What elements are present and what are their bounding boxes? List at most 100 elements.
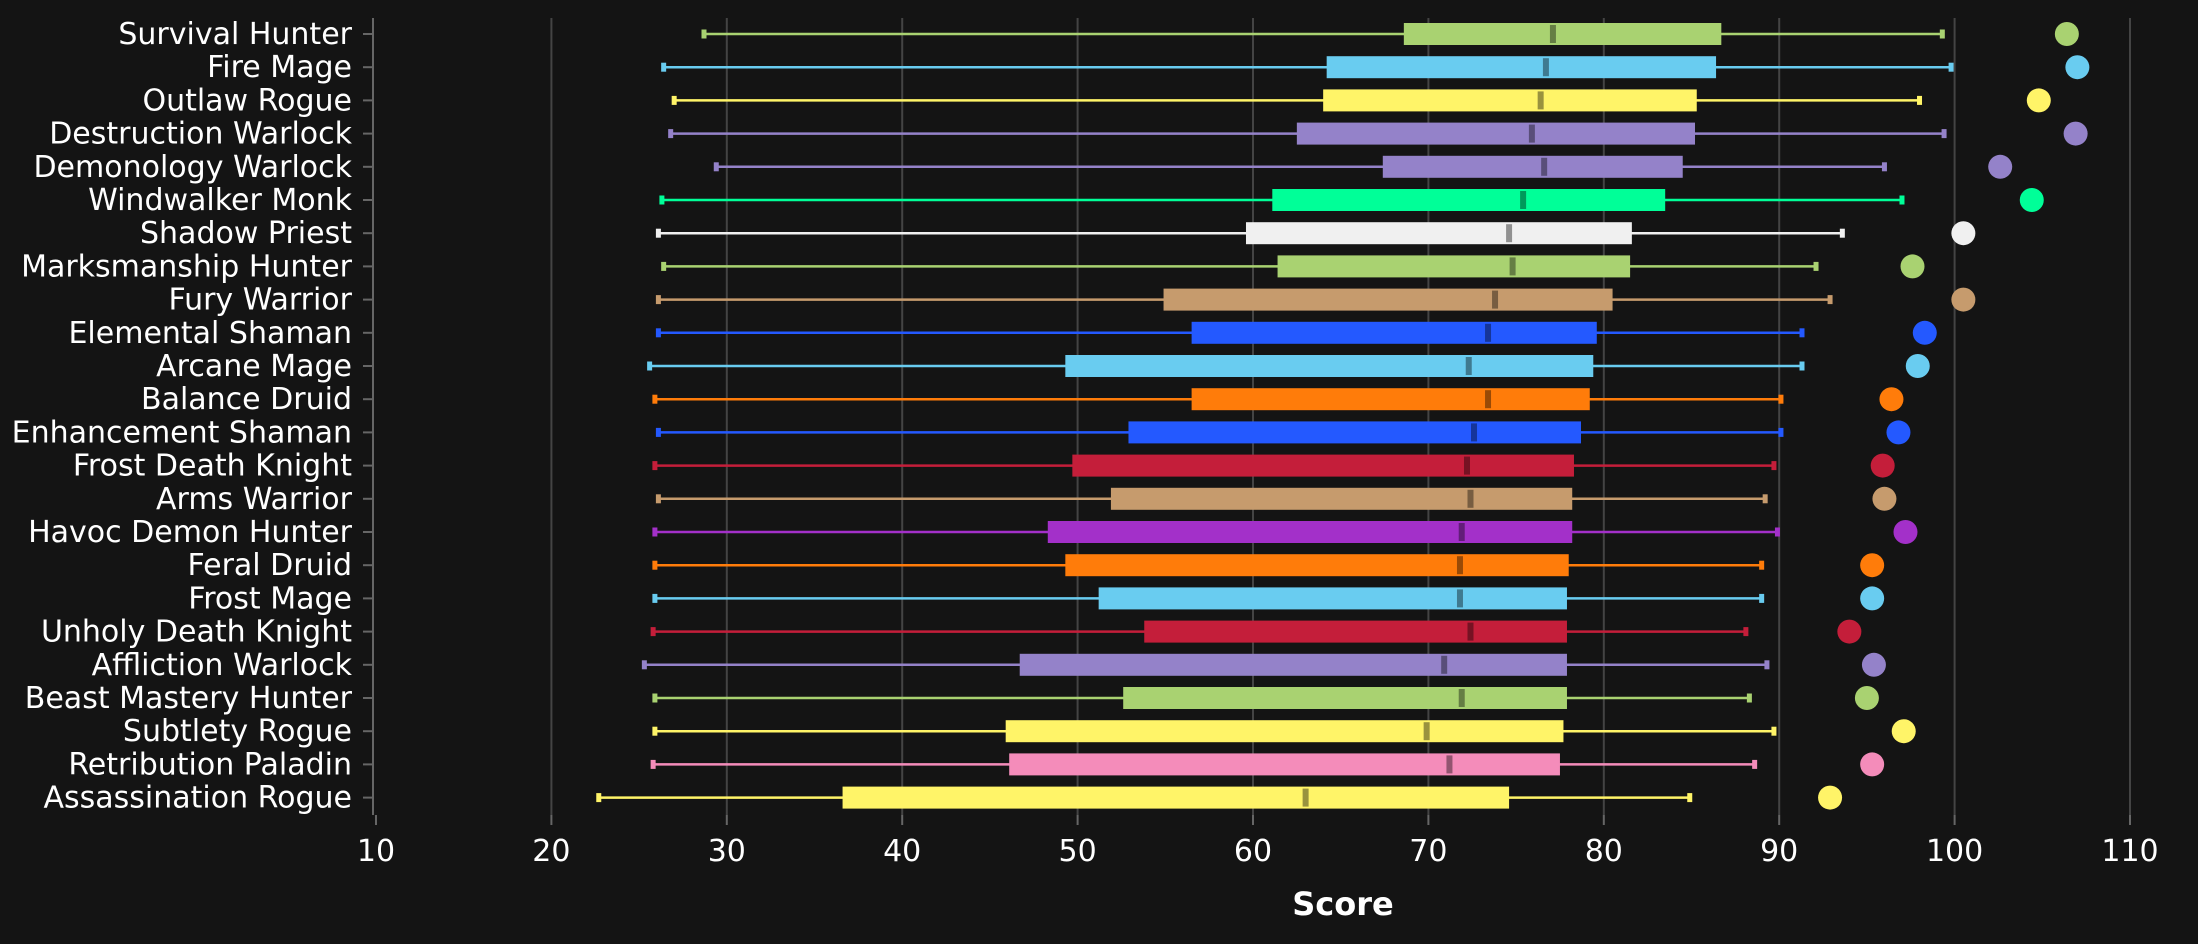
whisker-cap-low	[701, 29, 707, 39]
whisker-cap-high	[1948, 62, 1954, 72]
max-point	[1912, 320, 1937, 345]
category-label: Frost Mage	[188, 581, 352, 616]
category-label: Affliction Warlock	[92, 648, 353, 683]
whisker-cap-low	[652, 726, 658, 736]
box-row	[655, 221, 1976, 246]
median-marker	[1458, 523, 1465, 541]
whisker-cap-low	[652, 394, 658, 404]
x-tick-label: 10	[357, 834, 395, 869]
box-row	[655, 320, 1937, 345]
whisker-cap-low	[661, 261, 667, 271]
whisker-cap-low	[652, 527, 658, 537]
box	[1047, 521, 1573, 543]
median-marker	[1302, 788, 1309, 807]
whisker-cap-high	[1687, 793, 1693, 803]
max-point	[1886, 420, 1911, 445]
max-point	[2026, 88, 2051, 113]
category-label: Balance Druid	[141, 382, 352, 417]
category-label: Shadow Priest	[140, 216, 352, 251]
box-row	[661, 55, 2090, 80]
x-tick-label: 20	[532, 834, 570, 869]
x-tick-label: 110	[2101, 834, 2158, 869]
box-row	[701, 22, 2079, 46]
whisker-cap-low	[655, 228, 661, 238]
box	[1191, 321, 1597, 344]
max-point	[1879, 387, 1904, 412]
box	[1382, 155, 1683, 178]
category-label: Arms Warrior	[156, 482, 353, 517]
max-point	[1900, 254, 1925, 279]
box	[1005, 720, 1564, 743]
box-row	[655, 287, 1976, 312]
box	[1326, 56, 1717, 79]
box-row	[652, 686, 1879, 710]
whisker-cap-low	[596, 793, 602, 803]
box	[1296, 122, 1696, 145]
category-label: Demonology Warlock	[33, 150, 352, 185]
vertical-grid-lines	[550, 18, 2131, 815]
box-row	[668, 121, 2088, 146]
x-tick-label: 50	[1059, 834, 1097, 869]
category-label: Subtlety Rogue	[123, 714, 352, 749]
box-row	[641, 652, 1886, 677]
max-point	[1951, 287, 1976, 312]
box	[1245, 222, 1632, 245]
category-label: Assassination Rogue	[43, 781, 352, 816]
whisker-cap-low	[671, 95, 677, 105]
box	[1009, 753, 1560, 776]
whisker-cap-high	[1743, 627, 1749, 637]
whisker-cap-low	[655, 427, 661, 437]
box	[1163, 288, 1613, 311]
median-marker	[1542, 58, 1549, 77]
category-label: Havoc Demon Hunter	[28, 515, 353, 550]
max-point	[1870, 453, 1895, 478]
box	[1144, 620, 1567, 643]
box-row	[596, 785, 1843, 810]
box-row	[661, 254, 1925, 279]
whisker-cap-low	[655, 295, 661, 305]
median-marker	[1471, 423, 1478, 442]
max-point	[1872, 486, 1897, 511]
category-label: Fire Mage	[207, 50, 352, 85]
max-point	[1818, 785, 1843, 810]
median-marker	[1541, 157, 1548, 176]
x-tick-label: 60	[1234, 834, 1272, 869]
whisker-cap-high	[1813, 261, 1819, 271]
x-tick-label: 70	[1409, 834, 1447, 869]
whisker-cap-low	[652, 560, 658, 570]
box-row	[650, 619, 1862, 644]
whisker-cap-high	[1759, 560, 1765, 570]
box	[1272, 189, 1666, 211]
category-label: Elemental Shaman	[68, 316, 352, 351]
box-row	[647, 354, 1930, 378]
box-row	[650, 752, 1885, 777]
box-row	[652, 719, 1916, 744]
category-label: Frost Death Knight	[73, 449, 352, 484]
median-marker	[1458, 689, 1465, 707]
box-row	[652, 553, 1885, 578]
whisker-cap-low	[647, 361, 653, 371]
whisker-cap-high	[1799, 361, 1805, 371]
box	[1065, 554, 1569, 577]
x-tick-label: 40	[883, 834, 921, 869]
box-row	[655, 420, 1911, 445]
median-marker	[1485, 390, 1492, 409]
whisker-cap-low	[650, 627, 656, 637]
whisker-cap-high	[1762, 494, 1768, 504]
x-axis-title: Score	[1292, 885, 1393, 923]
whisker-cap-low	[652, 593, 658, 603]
box-row	[659, 188, 2044, 212]
max-point	[1951, 221, 1976, 246]
whisker-cap-low	[661, 62, 667, 72]
whisker-cap-low	[650, 759, 656, 769]
max-point	[1854, 686, 1879, 710]
whisker-cap-low	[641, 660, 647, 670]
box	[1098, 587, 1567, 610]
box-row	[713, 154, 2013, 179]
median-marker	[1456, 556, 1463, 575]
median-marker	[1537, 91, 1544, 110]
median-marker	[1456, 589, 1463, 608]
category-label: Fury Warrior	[168, 283, 352, 318]
